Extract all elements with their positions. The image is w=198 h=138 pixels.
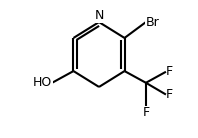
Text: F: F	[166, 65, 173, 78]
Text: HO: HO	[33, 76, 52, 89]
Text: F: F	[142, 106, 149, 119]
Text: Br: Br	[146, 16, 160, 29]
Text: F: F	[166, 88, 173, 101]
Text: N: N	[94, 9, 104, 22]
